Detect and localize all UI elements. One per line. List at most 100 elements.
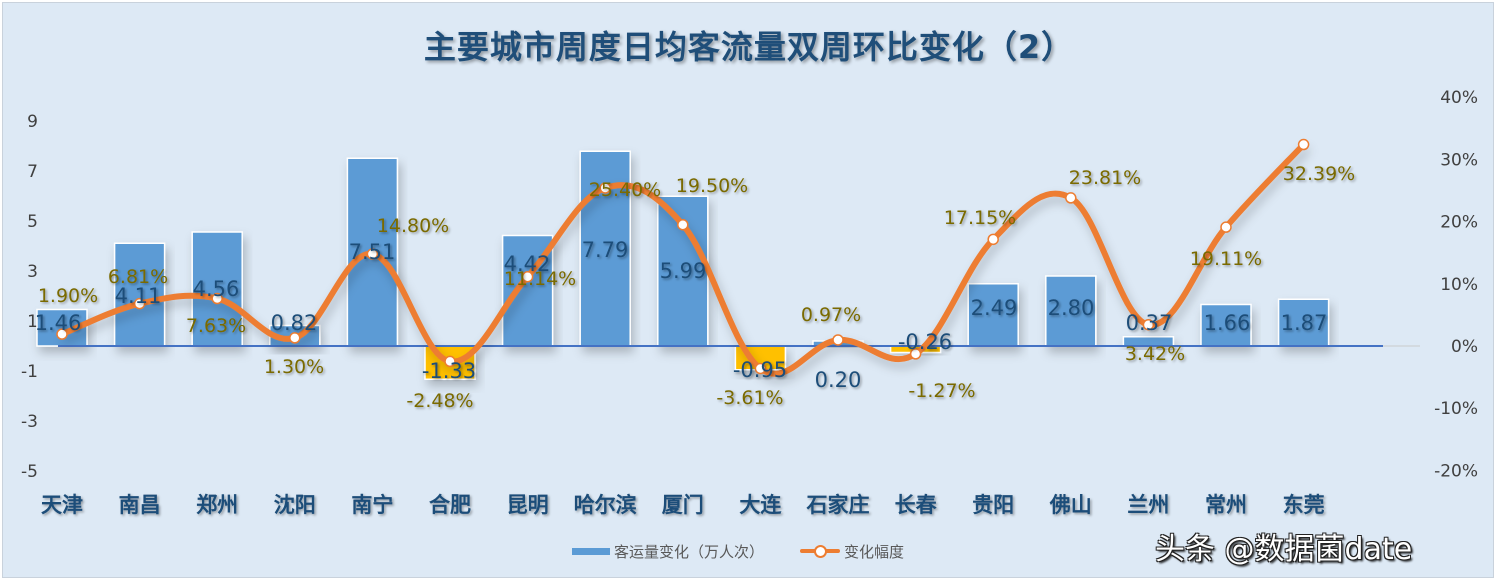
percent-change-label: 17.15% [944,207,1016,229]
category-label: 哈尔滨 [574,493,637,517]
right-axis-tick: 0% [1451,337,1478,357]
line-marker[interactable] [677,218,689,231]
category-label: 东莞 [1283,493,1325,517]
line-marker[interactable] [1220,221,1232,233]
category-label: 贵阳 [972,493,1014,517]
bar-value-label: -0.95 [733,358,787,382]
category-label: 大连 [739,493,782,517]
bar[interactable] [967,283,1019,347]
legend: 客运量变化（万人次） 变化幅度 [572,541,904,561]
category-label: 石家庄 [806,493,870,517]
bar-value-label: -1.33 [422,359,476,383]
line-data-labels: 1.90% 6.81% 7.63% 1.30% 14.80% -2.48% 11.14% 25… [38,163,1355,412]
bar[interactable] [191,231,243,347]
bar-value-label: 0.82 [271,311,318,335]
category-label: 沈阳 [274,493,316,517]
percent-change-label: 3.42% [1125,343,1185,365]
category-label: 昆明 [507,493,549,517]
category-label: 长春 [895,493,938,517]
percent-change-label: 25.40% [589,179,661,201]
line-marker[interactable] [1297,138,1310,151]
legend-label-bar: 客运量变化（万人次） [614,542,765,561]
percent-change-label: -2.48% [406,390,473,412]
bar-value-label: 7.79 [582,238,629,262]
bar-value-label: 4.11 [115,284,162,308]
line-marker[interactable] [599,182,611,194]
line-marker[interactable] [133,297,146,310]
bar-value-label: 1.66 [1204,311,1251,335]
percent-change-label: 1.30% [264,356,324,378]
left-axis-tick: -3 [21,412,38,432]
percent-change-label: 1.90% [38,285,98,307]
legend-item-line[interactable]: 变化幅度 [800,541,904,562]
percent-change-label: 19.50% [676,175,748,197]
watermark: 头条 @数据菌date [1155,532,1413,567]
right-y-axis: 40% 30% 20% 10% 0% -10% -20% [1434,88,1478,481]
line-marker[interactable] [366,248,379,260]
legend-item-bar[interactable]: 客运量变化（万人次） [572,541,764,562]
left-axis-tick: -5 [21,462,38,482]
right-axis-tick: -20% [1434,461,1478,481]
left-axis-tick: 1 [27,312,38,332]
line-marker[interactable] [1142,318,1155,331]
category-label: 佛山 [1049,493,1092,517]
category-label: 郑州 [196,493,238,517]
category-label: 常州 [1205,493,1247,517]
line-marker[interactable] [909,348,922,360]
bar-value-label: -0.26 [898,330,952,354]
bar-value-label: 2.80 [1048,296,1095,320]
bar-value-label: 1.87 [1281,311,1328,335]
percent-change-label: 6.81% [108,266,168,288]
category-label: 南宁 [351,493,393,517]
bar-value-label: 1.46 [35,311,82,335]
left-axis-tick: 9 [27,112,38,132]
bar-value-label: 0.37 [1126,311,1173,335]
right-axis-tick: 20% [1440,213,1478,233]
bar-data-labels: 1.46 4.11 4.56 0.82 7.51 -1.33 4.42 7.79 5.99 -0.… [35,238,1328,392]
bar-value-label: 0.20 [815,368,862,392]
percent-change-label: 14.80% [377,215,449,237]
percent-change-label: 23.81% [1069,167,1141,189]
right-axis-tick: 30% [1440,150,1478,170]
percent-change-label: 11.14% [504,268,576,290]
bar[interactable] [1200,303,1252,347]
bar[interactable] [113,242,166,347]
line-series [56,138,1310,377]
left-axis-tick: 7 [27,162,38,182]
line-marker[interactable] [1065,192,1077,204]
percent-change-label: 7.63% [186,315,246,337]
line-marker[interactable] [211,292,223,305]
category-label: 厦门 [662,493,704,517]
percent-change-label: 0.97% [801,304,861,326]
right-axis-tick: 10% [1440,275,1478,295]
line-marker[interactable] [832,334,844,346]
x-axis-categories: 天津 南昌 郑州 沈阳 南宁 合肥 昆明 哈尔滨 厦门 大连 石家庄 长春 贵阳 佛山 兰州 常州 东莞 [41,493,1325,517]
bar-swatch-icon [572,547,610,555]
bar-value-label: 4.56 [193,277,240,301]
line-marker-icon [800,544,841,558]
line-marker[interactable] [56,328,68,340]
line-marker[interactable] [289,332,301,344]
right-axis-tick: -10% [1434,399,1478,419]
category-label: 南昌 [119,493,161,517]
line-marker[interactable] [444,355,456,368]
chart-title: 主要城市周度日均客流量双周环比变化（2） [423,28,1075,66]
bar-value-label: 2.49 [971,296,1018,320]
left-axis-tick: 3 [27,262,38,282]
category-label: 天津 [41,493,83,517]
percent-change-label: 19.11% [1190,248,1262,270]
left-axis-tick: -1 [21,362,38,382]
category-label: 兰州 [1127,493,1169,517]
bar-value-label: 4.42 [504,252,551,276]
bar[interactable] [1277,298,1330,347]
line-marker[interactable] [754,362,767,375]
line-marker[interactable] [521,270,534,283]
right-axis-tick: 40% [1440,88,1478,108]
left-axis-tick: 5 [27,212,38,232]
percent-change-label: -3.61% [716,387,783,409]
percent-change-label: -1.27% [908,380,975,402]
bar-value-label: 7.51 [349,240,396,264]
line-marker[interactable] [987,233,999,246]
left-y-axis: 9 7 5 3 1 -1 -3 -5 [21,112,38,482]
